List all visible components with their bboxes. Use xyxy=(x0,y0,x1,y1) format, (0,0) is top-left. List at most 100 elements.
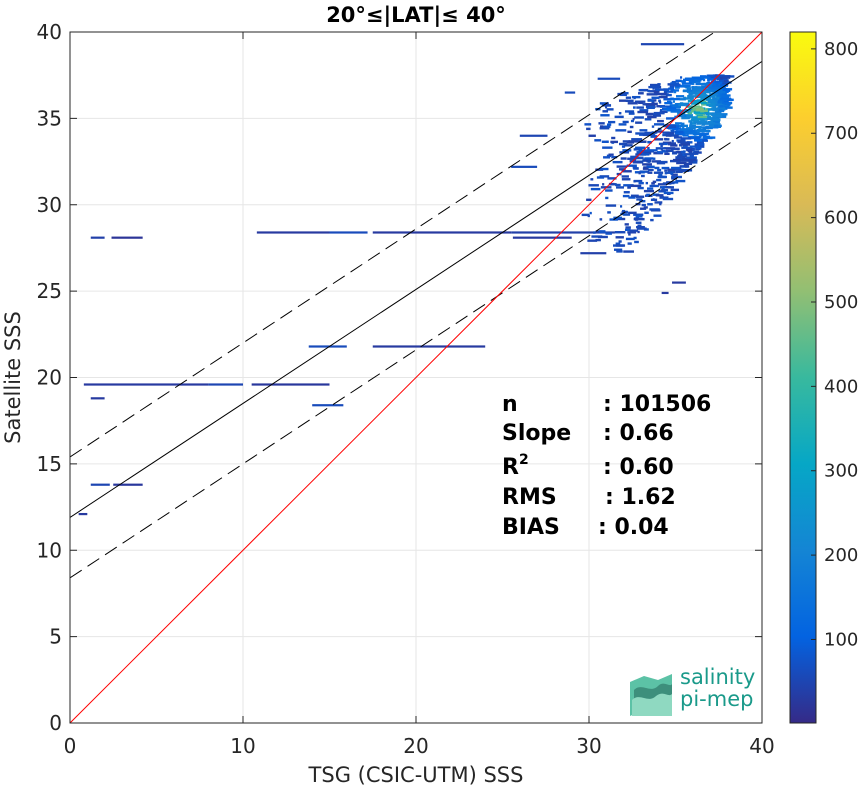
density-streak xyxy=(372,345,486,348)
density-cell xyxy=(636,225,645,229)
density-cell xyxy=(693,100,702,103)
density-cell xyxy=(699,75,707,78)
density-cell xyxy=(637,186,644,190)
density-cell xyxy=(633,159,637,162)
density-cell xyxy=(665,134,672,137)
density-cell xyxy=(633,96,636,100)
density-cell xyxy=(629,229,639,232)
density-cell xyxy=(675,156,686,159)
density-cell xyxy=(595,238,601,242)
y-tick-label: 15 xyxy=(37,452,62,476)
density-cell xyxy=(644,157,654,160)
density-cell xyxy=(658,99,661,102)
density-cell xyxy=(689,145,700,148)
density-cell xyxy=(689,125,694,129)
density-cell xyxy=(625,226,631,229)
density-cell xyxy=(620,92,627,95)
density-cell xyxy=(631,138,643,141)
density-cell xyxy=(630,119,634,123)
stat-value-n: : 101506 xyxy=(603,392,711,417)
density-cell xyxy=(676,130,684,134)
density-cell xyxy=(650,135,656,138)
density-streak xyxy=(511,231,615,234)
density-cell xyxy=(707,74,715,77)
density-cell xyxy=(595,230,602,233)
density-cell xyxy=(710,87,722,90)
density-cell xyxy=(629,125,634,129)
density-cell xyxy=(628,196,636,199)
density-cell xyxy=(632,117,635,121)
density-cell xyxy=(680,80,686,83)
density-cell xyxy=(670,82,680,85)
density-cell xyxy=(618,112,622,115)
density-cell xyxy=(628,112,635,115)
density-cell xyxy=(647,89,650,93)
density-cell xyxy=(599,167,609,171)
density-cell xyxy=(678,103,686,107)
density-cell xyxy=(659,186,671,189)
colorbar-tick-label: 800 xyxy=(824,39,858,60)
density-streak xyxy=(512,236,572,239)
density-cell xyxy=(697,143,705,146)
density-cell xyxy=(706,117,718,120)
density-cell xyxy=(678,144,682,147)
density-cell xyxy=(689,160,693,164)
density-cell xyxy=(709,76,721,79)
density-cell xyxy=(632,161,643,164)
density-cell xyxy=(590,187,601,191)
density-cell xyxy=(684,131,694,135)
density-cell xyxy=(642,167,649,170)
density-cell xyxy=(602,146,613,149)
density-cell xyxy=(634,240,639,244)
regression-line xyxy=(70,60,762,518)
density-cell xyxy=(669,134,679,137)
density-cell xyxy=(651,160,661,163)
density-cell xyxy=(699,129,710,133)
density-cell xyxy=(651,125,655,128)
density-cell xyxy=(684,153,694,156)
stat-label-slope: Slope xyxy=(502,421,571,446)
density-cell xyxy=(669,124,676,128)
density-cell xyxy=(586,127,591,131)
density-cell xyxy=(643,206,648,209)
density-cell xyxy=(688,92,693,96)
density-cell xyxy=(719,98,728,101)
density-cell xyxy=(696,108,705,111)
x-tick-label: 20 xyxy=(403,734,428,758)
density-cell xyxy=(644,211,649,214)
density-cell xyxy=(666,171,674,174)
density-cell xyxy=(646,93,658,96)
density-cell xyxy=(682,129,691,132)
density-cell xyxy=(656,161,666,165)
density-cell xyxy=(645,181,649,185)
density-cell xyxy=(617,92,622,96)
density-cell xyxy=(654,138,664,141)
density-cell xyxy=(610,140,619,144)
density-cell xyxy=(627,102,638,105)
density-cell xyxy=(678,153,686,156)
density-streak xyxy=(564,91,576,94)
density-streak xyxy=(661,291,669,295)
density-cell xyxy=(641,153,650,156)
density-cell xyxy=(679,98,686,101)
density-cell xyxy=(719,109,725,113)
density-cell xyxy=(679,141,690,144)
density-cell xyxy=(611,155,618,159)
density-cell xyxy=(698,127,702,130)
colorbar-tick-label: 100 xyxy=(824,629,858,650)
density-cell xyxy=(615,242,621,245)
density-cell xyxy=(652,180,657,184)
stat-label-r2: R2 xyxy=(502,452,529,480)
density-cell xyxy=(670,89,680,92)
density-cell xyxy=(633,236,637,240)
density-cell xyxy=(638,181,644,185)
density-cell xyxy=(671,175,682,179)
colorbar-tick-label: 300 xyxy=(824,461,858,482)
density-cell xyxy=(687,95,693,98)
salinity-pi-mep-logo: salinity pi-mep xyxy=(630,665,755,716)
density-cell xyxy=(662,197,674,201)
density-cell xyxy=(633,179,643,183)
density-cell xyxy=(621,178,631,181)
density-cell xyxy=(672,158,681,162)
density-cell xyxy=(642,133,654,137)
